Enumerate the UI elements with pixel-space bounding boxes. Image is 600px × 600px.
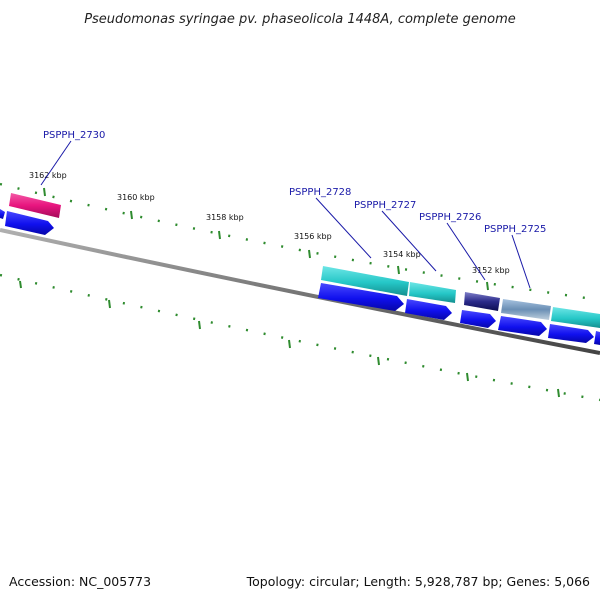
gene-label-pspph-2726[interactable]: PSPPH_2726 [419, 212, 481, 223]
kbp-label: 3154 kbp [383, 250, 421, 259]
major-tick [288, 339, 291, 349]
major-tick [19, 280, 22, 289]
major-tick [218, 230, 221, 240]
gene-label-pspph-2728[interactable]: PSPPH_2728 [289, 187, 351, 198]
major-tick [486, 281, 489, 291]
major-tick [557, 388, 560, 398]
genome-backbone [0, 228, 600, 355]
major-tick [397, 265, 400, 275]
gene-feature-cyan[interactable] [409, 282, 456, 303]
gene-feature-navy[interactable] [464, 292, 500, 311]
major-tick [108, 299, 111, 309]
cds-arrow[interactable] [548, 324, 594, 343]
genome-summary-text: Topology: circular; Length: 5,928,787 bp… [246, 574, 590, 589]
cds-arrow[interactable] [594, 331, 600, 345]
major-tick [198, 320, 201, 330]
scale-labels: 3162 kbp 3160 kbp 3158 kbp 3156 kbp 3154… [29, 171, 510, 275]
gene-feature-cyan[interactable] [551, 307, 600, 328]
cds-arrow[interactable] [405, 299, 452, 320]
leader-line [381, 210, 437, 272]
leader-line [40, 140, 72, 186]
inner-tick-ring [0, 273, 600, 402]
gene-label-pspph-2725[interactable]: PSPPH_2725 [484, 224, 546, 235]
cds-arrow[interactable] [0, 209, 5, 219]
leader-line [511, 234, 531, 289]
major-tick [43, 187, 46, 197]
outer-tick-ring [0, 182, 600, 302]
major-tick [466, 372, 469, 382]
gene-feature-slate[interactable] [501, 299, 551, 320]
gene-feature-magenta[interactable] [9, 193, 61, 218]
cds-arrow[interactable] [318, 283, 404, 311]
cds-arrow[interactable] [5, 211, 54, 235]
major-tick [308, 249, 311, 259]
major-tick [130, 210, 133, 220]
gene-label-pspph-2727[interactable]: PSPPH_2727 [354, 200, 416, 211]
gene-features[interactable] [9, 193, 600, 328]
cds-arrows[interactable] [0, 209, 600, 345]
kbp-label: 3156 kbp [294, 232, 332, 241]
major-tick [377, 356, 380, 366]
accession-text: Accession: NC_005773 [9, 574, 151, 589]
leader-line [315, 197, 372, 259]
cds-arrow[interactable] [498, 316, 547, 336]
leader-line [446, 222, 486, 281]
cds-arrow[interactable] [460, 310, 496, 328]
gene-label-pspph-2730[interactable]: PSPPH_2730 [43, 130, 105, 141]
leader-lines [40, 140, 531, 289]
kbp-label: 3152 kbp [472, 266, 510, 275]
kbp-label: 3160 kbp [117, 193, 155, 202]
map-title: Pseudomonas syringae pv. phaseolicola 14… [84, 12, 516, 27]
kbp-label: 3158 kbp [206, 213, 244, 222]
gene-feature-cyan[interactable] [321, 266, 409, 296]
